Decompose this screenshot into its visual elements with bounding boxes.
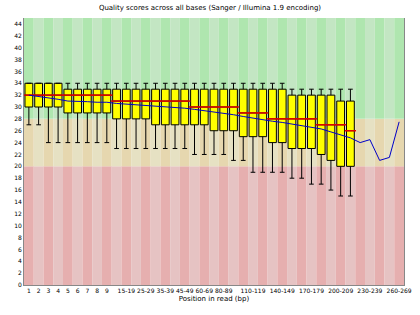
svg-text:34: 34 [14,79,22,86]
svg-text:140-149: 140-149 [270,287,295,294]
svg-text:2: 2 [37,287,41,294]
svg-text:16: 16 [14,186,22,193]
svg-text:0: 0 [18,281,22,288]
svg-text:60-69: 60-69 [196,287,214,294]
svg-text:170-179: 170-179 [299,287,324,294]
svg-text:36: 36 [14,68,22,75]
svg-text:8: 8 [95,287,99,294]
svg-text:8: 8 [18,234,22,241]
svg-text:4: 4 [18,257,22,264]
svg-text:7: 7 [85,287,89,294]
svg-text:20: 20 [14,162,22,169]
svg-text:14: 14 [14,198,22,205]
svg-text:1: 1 [27,287,31,294]
svg-text:38: 38 [14,56,22,63]
svg-text:3: 3 [46,287,50,294]
svg-text:25-29: 25-29 [137,287,155,294]
svg-text:32: 32 [14,91,22,98]
svg-text:28: 28 [14,115,22,122]
svg-text:110-119: 110-119 [240,287,265,294]
svg-text:42: 42 [14,32,22,39]
svg-text:2: 2 [18,269,22,276]
svg-text:35-39: 35-39 [157,287,175,294]
svg-text:230-239: 230-239 [357,287,382,294]
svg-text:15-19: 15-19 [118,287,136,294]
svg-text:30: 30 [14,103,22,110]
svg-text:10: 10 [14,222,22,229]
svg-text:12: 12 [14,210,22,217]
svg-text:260-269: 260-269 [387,287,412,294]
svg-text:9: 9 [105,287,109,294]
svg-text:44: 44 [14,20,22,27]
svg-text:4: 4 [56,287,60,294]
svg-text:26: 26 [14,127,22,134]
svg-text:18: 18 [14,174,22,181]
svg-text:200-209: 200-209 [328,287,353,294]
svg-text:40: 40 [14,44,22,51]
svg-text:80-89: 80-89 [215,287,233,294]
svg-text:6: 6 [18,246,22,253]
svg-text:22: 22 [14,151,22,158]
svg-text:Position in read (bp): Position in read (bp) [179,295,250,303]
svg-text:Quality scores across all base: Quality scores across all bases (Sanger … [99,4,321,12]
svg-text:45-49: 45-49 [176,287,194,294]
svg-text:5: 5 [66,287,70,294]
svg-text:24: 24 [14,139,22,146]
svg-text:6: 6 [76,287,80,294]
